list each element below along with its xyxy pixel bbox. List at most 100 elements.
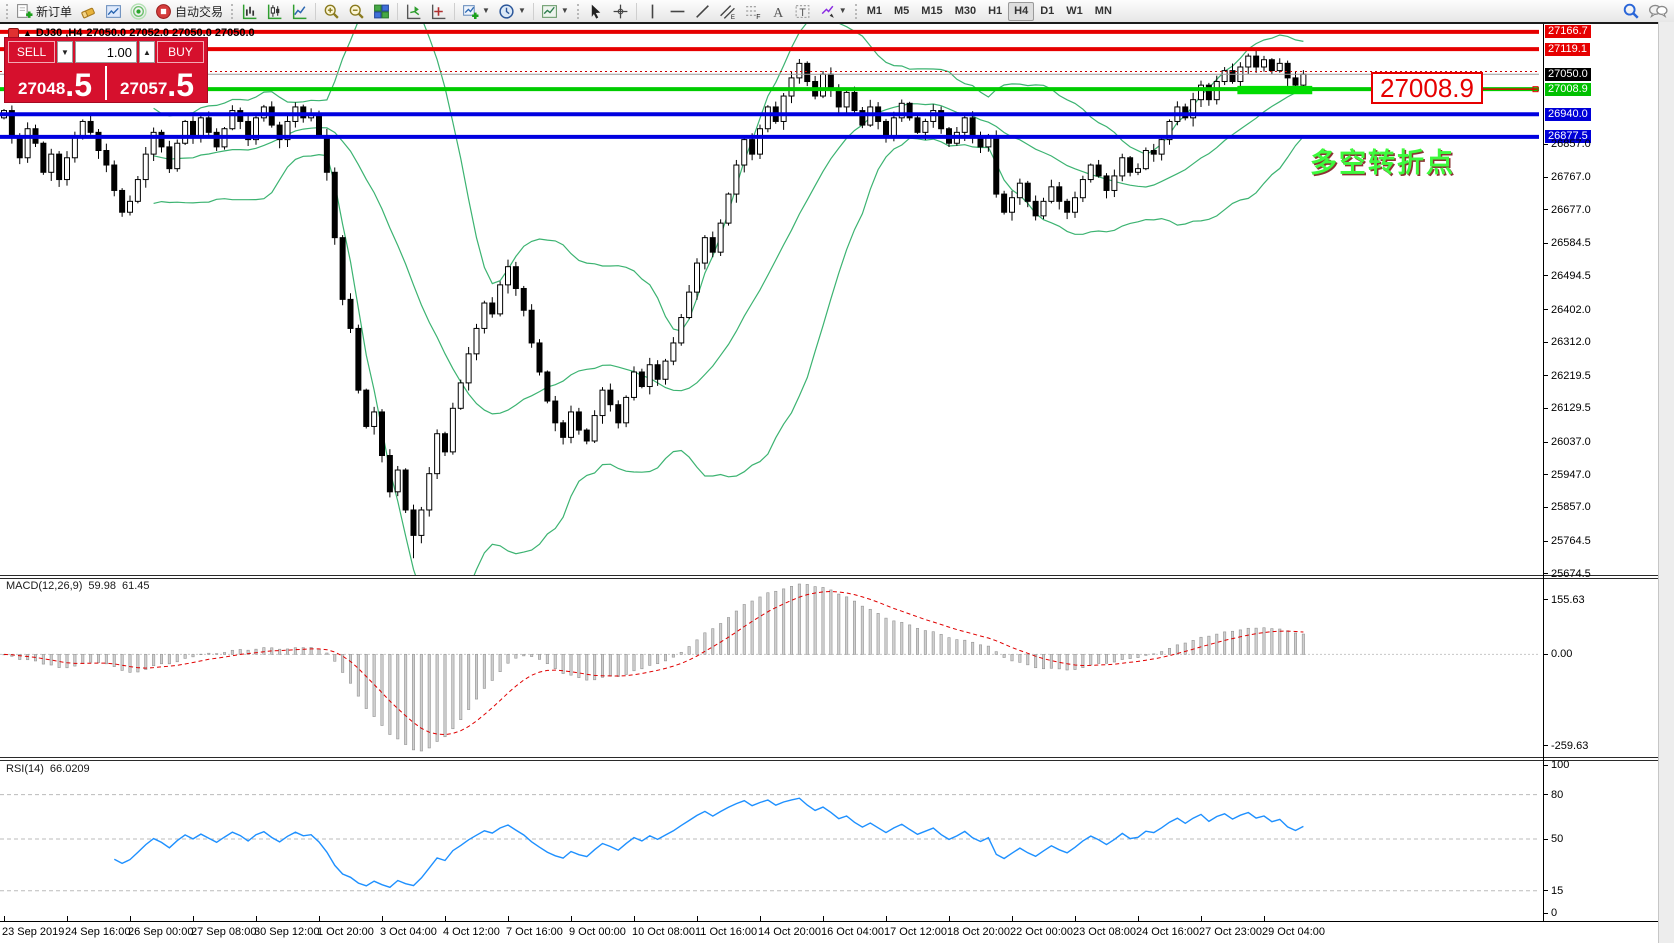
buy-price[interactable]: 27057 .5 (107, 64, 207, 102)
templates-button[interactable]: ▼ (538, 1, 572, 21)
toolbar-grip[interactable] (6, 3, 8, 19)
toolbar-grip[interactable] (231, 3, 234, 19)
timeframe-M1[interactable]: M1 (861, 2, 888, 21)
candle (1190, 99, 1197, 119)
candle (922, 120, 929, 133)
zoom-in-button[interactable] (320, 1, 343, 21)
date-axis-tick-mark (949, 916, 950, 922)
panel-separator[interactable] (0, 757, 1658, 761)
price-axis-line (1543, 24, 1544, 921)
macd-value-main: 59.98 (88, 580, 116, 592)
price-axis-tick-label: 26584.5 (1551, 237, 1591, 250)
signal-button[interactable] (127, 1, 150, 21)
arrows-button[interactable]: ▼ (816, 1, 850, 21)
turning-point-annotation[interactable]: 多空转折点 (1310, 148, 1455, 178)
candle (410, 509, 417, 536)
crosshair-button[interactable] (609, 1, 632, 21)
timeframe-M30[interactable]: M30 (949, 2, 982, 21)
timeframe-D1[interactable]: D1 (1034, 2, 1060, 21)
indicator-in-window-button[interactable] (402, 1, 425, 21)
price-callout-label[interactable]: 27008.9 (1371, 72, 1483, 105)
timeframe-M5[interactable]: M5 (888, 2, 915, 21)
date-axis[interactable]: 23 Sep 2019 24 Sep 16:00 26 Sep 00:00 27 Se… (0, 916, 1658, 943)
price-axis-tick-label: 26219.5 (1551, 369, 1591, 382)
date-axis-label: 27 Oct 23:00 (1199, 926, 1262, 938)
zoom-out-button[interactable] (345, 1, 368, 21)
bollinger-upper (153, 24, 1304, 332)
eraser-button[interactable] (77, 1, 100, 21)
price-axis-tick-label: 26402.0 (1551, 303, 1591, 316)
candle (426, 473, 433, 511)
candle (111, 164, 118, 191)
candle (1064, 200, 1071, 213)
equidistant-channel-button[interactable]: E (716, 1, 739, 21)
candle (190, 120, 196, 137)
rsi-panel-canvas[interactable] (0, 761, 1543, 919)
bar-chart-button[interactable] (238, 1, 261, 21)
macd-panel-canvas[interactable] (0, 578, 1543, 757)
timeframe-H1[interactable]: H1 (982, 2, 1008, 21)
candle (142, 153, 149, 181)
date-axis-label: 29 Oct 04:00 (1262, 926, 1325, 938)
timeframe-M15[interactable]: M15 (915, 2, 948, 21)
autotrade-button[interactable]: 自动交易 (152, 1, 226, 21)
green-rectangle-object[interactable] (1237, 85, 1313, 95)
text-button[interactable]: A (766, 1, 789, 21)
date-axis-label: 23 Oct 08:00 (1073, 926, 1136, 938)
horizontal-line-button[interactable] (666, 1, 689, 21)
candle (725, 193, 732, 224)
date-axis-tick-mark (508, 916, 509, 922)
line-chart-icon (292, 4, 307, 19)
line-chart-button[interactable] (288, 1, 311, 21)
candle (1245, 55, 1252, 68)
sell-button[interactable]: SELL (8, 41, 55, 63)
trendline-button[interactable] (691, 1, 714, 21)
toolbar-grip[interactable] (576, 3, 579, 19)
toolbar-grip[interactable] (854, 3, 857, 19)
candle (670, 342, 677, 362)
date-axis-line (0, 921, 1658, 922)
chart-window-button[interactable] (102, 1, 125, 21)
date-axis-label: 26 Sep 00:00 (128, 926, 194, 938)
timeframe-MN[interactable]: MN (1089, 2, 1118, 21)
rsi-axis-tick-mark (1543, 912, 1548, 914)
increase-volume-button[interactable]: ▲ (139, 41, 155, 63)
candle (103, 150, 110, 166)
main-chart-canvas[interactable] (0, 24, 1543, 577)
trendline-icon (695, 4, 709, 18)
chat-button[interactable] (1645, 1, 1671, 21)
price-axis-highlight-label: 27050.0 (1545, 67, 1591, 81)
candle (127, 200, 133, 213)
date-axis-tick-mark (823, 916, 824, 922)
search-button[interactable] (1619, 1, 1643, 21)
panel-separator[interactable] (0, 575, 1658, 579)
candle (1205, 84, 1212, 101)
timeframe-W1[interactable]: W1 (1060, 2, 1089, 21)
rsi-axis-tick-mark (1543, 890, 1548, 892)
text-label-button[interactable]: T (791, 1, 814, 21)
fibonacci-button[interactable]: F (741, 1, 764, 21)
indicator-separate-button[interactable] (427, 1, 450, 21)
add-indicator-button[interactable]: ▼ (459, 1, 493, 21)
sell-price[interactable]: 27048 .5 (5, 64, 105, 102)
candle (371, 411, 378, 427)
window-menu-icon[interactable]: ▲ (23, 28, 32, 38)
timeframe-H4[interactable]: H4 (1008, 1, 1035, 21)
new-order-button[interactable]: 新订单 (13, 1, 75, 21)
vertical-line-button[interactable] (641, 1, 664, 21)
tile-windows-button[interactable] (370, 1, 393, 21)
candle (205, 117, 212, 133)
candle (355, 327, 362, 391)
buy-button[interactable]: BUY (157, 41, 204, 63)
timeframes-clock-button[interactable]: ▼ (495, 1, 529, 21)
one-click-badge-icon[interactable] (8, 27, 19, 39)
candle (1261, 59, 1267, 68)
candle (284, 120, 291, 141)
candle (213, 131, 220, 148)
candlestick-chart-button[interactable] (263, 1, 286, 21)
candle (229, 110, 236, 130)
price-axis-tick-label: 25857.0 (1551, 501, 1591, 514)
volume-input[interactable] (75, 41, 137, 63)
cursor-button[interactable] (584, 1, 607, 21)
decrease-volume-button[interactable]: ▼ (57, 41, 73, 63)
